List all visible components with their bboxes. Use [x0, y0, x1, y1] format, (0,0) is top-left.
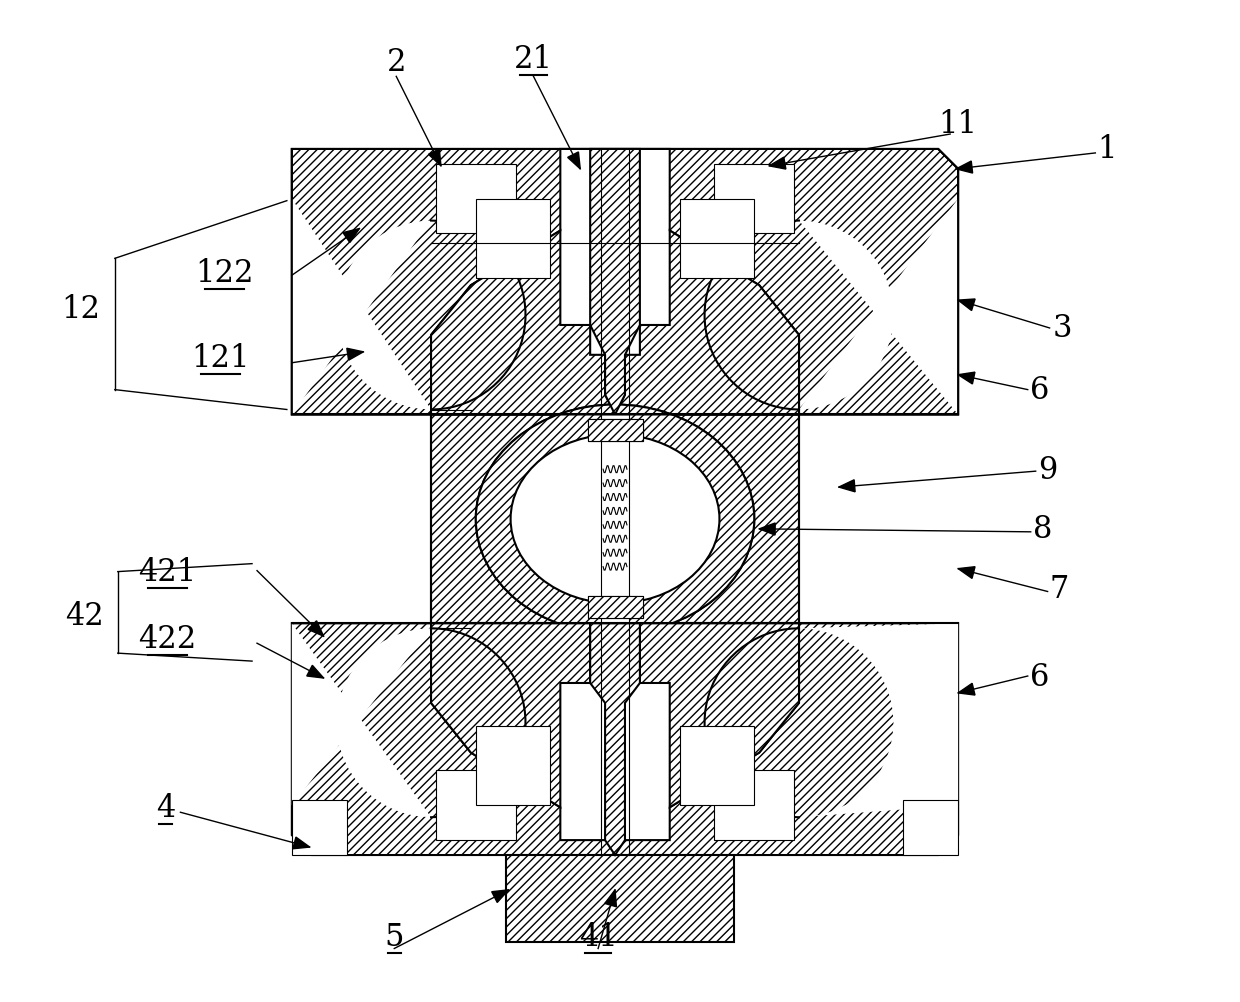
Polygon shape — [640, 623, 799, 808]
Bar — [588, 420, 642, 442]
Text: 11: 11 — [939, 108, 977, 139]
Bar — [680, 199, 754, 279]
Text: 41: 41 — [579, 921, 618, 952]
Polygon shape — [959, 373, 975, 385]
Text: 2: 2 — [387, 47, 405, 78]
Polygon shape — [291, 199, 432, 415]
Bar — [506, 855, 734, 942]
Text: 122: 122 — [195, 258, 253, 289]
Ellipse shape — [511, 435, 719, 604]
Bar — [680, 726, 754, 806]
Polygon shape — [308, 621, 324, 636]
Bar — [904, 801, 959, 855]
Polygon shape — [956, 162, 972, 174]
Polygon shape — [605, 890, 616, 907]
Text: 422: 422 — [139, 623, 197, 654]
Text: 5: 5 — [384, 921, 404, 952]
Polygon shape — [432, 231, 615, 415]
Polygon shape — [293, 838, 310, 849]
Bar — [436, 164, 516, 234]
Polygon shape — [429, 149, 441, 166]
Bar — [588, 420, 642, 442]
Text: 6: 6 — [1030, 375, 1049, 406]
Ellipse shape — [476, 405, 754, 633]
Text: 21: 21 — [515, 44, 553, 75]
Bar — [714, 164, 794, 234]
Polygon shape — [306, 665, 324, 678]
Text: 121: 121 — [191, 343, 249, 374]
Bar — [476, 726, 551, 806]
Text: 421: 421 — [139, 556, 197, 587]
Bar — [436, 771, 516, 841]
Bar — [476, 199, 551, 279]
Polygon shape — [959, 300, 975, 312]
Polygon shape — [959, 567, 975, 579]
Text: 3: 3 — [1053, 314, 1073, 344]
Text: 9: 9 — [1038, 454, 1058, 485]
Polygon shape — [432, 150, 799, 415]
Bar — [714, 771, 794, 841]
Polygon shape — [347, 349, 363, 361]
Bar — [432, 415, 799, 623]
Polygon shape — [432, 623, 799, 841]
Bar — [588, 597, 642, 618]
Polygon shape — [799, 199, 959, 415]
Polygon shape — [590, 150, 640, 415]
Polygon shape — [432, 623, 590, 808]
Polygon shape — [959, 683, 975, 695]
Polygon shape — [291, 623, 959, 855]
Polygon shape — [568, 152, 580, 169]
Polygon shape — [590, 623, 640, 855]
Text: 12: 12 — [62, 294, 100, 325]
Text: 7: 7 — [1050, 573, 1069, 604]
Text: 4: 4 — [156, 792, 175, 823]
Polygon shape — [799, 623, 959, 818]
Polygon shape — [492, 890, 508, 903]
Bar — [291, 801, 346, 855]
Polygon shape — [291, 623, 432, 818]
Ellipse shape — [476, 405, 754, 633]
Polygon shape — [759, 523, 775, 535]
Polygon shape — [769, 158, 786, 170]
Text: 6: 6 — [1030, 661, 1049, 691]
Bar — [601, 415, 629, 623]
Polygon shape — [838, 480, 856, 492]
Text: 42: 42 — [66, 600, 104, 631]
Polygon shape — [615, 231, 799, 415]
Text: 8: 8 — [1033, 514, 1053, 545]
Bar — [588, 597, 642, 618]
Polygon shape — [291, 150, 959, 415]
Text: 1: 1 — [1097, 134, 1117, 165]
Polygon shape — [343, 229, 360, 243]
